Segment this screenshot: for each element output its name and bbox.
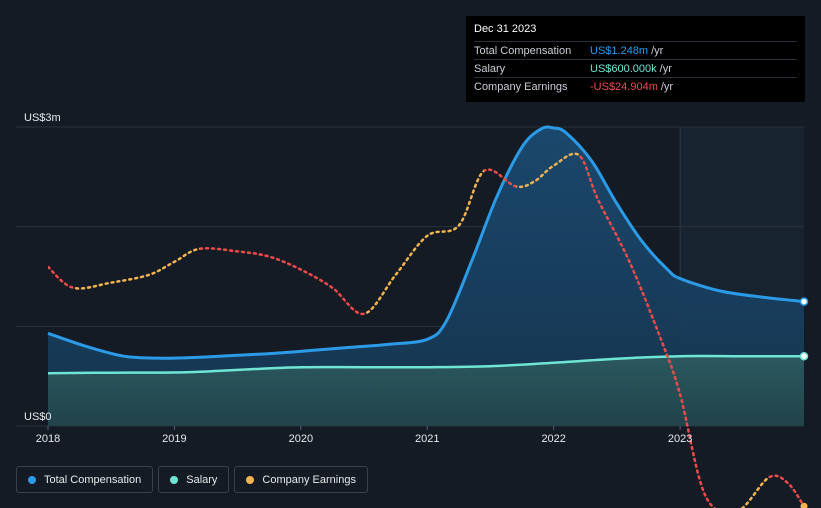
legend-dot-icon [28, 475, 36, 484]
legend-item-total-compensation[interactable]: Total Compensation [16, 466, 154, 493]
tooltip-unit: /yr [651, 44, 664, 57]
tooltip-label: Company Earnings [474, 80, 568, 93]
tooltip-date: Dec 31 2023 [474, 23, 537, 35]
legend-label: Company Earnings [262, 473, 356, 486]
x-tick-label: 2023 [668, 433, 692, 445]
hover-tooltip: Dec 31 2023 Total Compensation US$1.248m… [466, 16, 805, 102]
tooltip-label: Salary [474, 62, 506, 75]
x-tick-label: 2022 [541, 433, 565, 445]
tooltip-row-total-compensation: Total Compensation US$1.248m /yr [474, 41, 797, 59]
total-compensation-line [47, 125, 805, 360]
y-tick-label: US$3m [24, 112, 61, 124]
tooltip-label: Total Compensation [474, 44, 572, 57]
legend-dot-icon [170, 475, 179, 484]
legend-dot-icon [246, 475, 255, 484]
tooltip-unit: /yr [660, 80, 674, 93]
x-tick-label: 2019 [162, 433, 186, 445]
legend-item-company-earnings[interactable]: Company Earnings [234, 466, 368, 493]
x-tick-label: 2020 [289, 433, 313, 445]
tooltip-unit: /yr [659, 62, 672, 75]
company-earnings-end-point [800, 502, 808, 508]
salary-end-point [799, 351, 809, 361]
x-tick-label: 2021 [415, 433, 439, 445]
salary-area [48, 356, 804, 426]
legend-label: Total Compensation [44, 473, 142, 486]
tooltip-value: US$1.248m [590, 44, 649, 57]
salary-line [47, 354, 804, 375]
tooltip-value: US$600.000k [590, 62, 657, 75]
chart-legend: Total Compensation Salary Company Earnin… [16, 466, 368, 493]
tooltip-value: -US$24.904m [590, 80, 658, 93]
tooltip-row-salary: Salary US$600.000k /yr [474, 59, 797, 77]
x-tick-label: 2018 [36, 433, 60, 445]
legend-label: Salary [186, 473, 218, 486]
legend-item-salary[interactable]: Salary [158, 466, 230, 493]
tooltip-row-company-earnings: Company Earnings -US$24.904m /yr [474, 77, 797, 95]
total-compensation-end-point [799, 297, 809, 306]
y-tick-label: US$0 [24, 411, 52, 423]
